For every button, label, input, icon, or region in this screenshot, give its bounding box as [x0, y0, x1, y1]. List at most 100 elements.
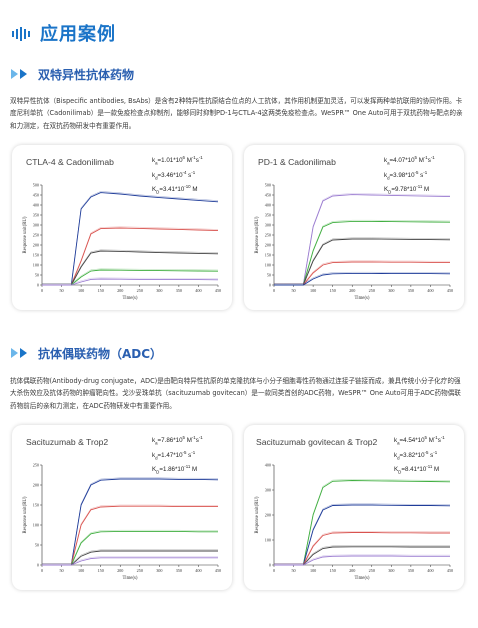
x-tick-label: 450 — [447, 288, 453, 293]
ka-exp: 5 — [182, 435, 185, 440]
x-tick-label: 400 — [427, 288, 433, 293]
x-tick-label: 50 — [59, 288, 63, 293]
x-tick-label: 450 — [215, 288, 221, 293]
y-tick-label: 250 — [33, 233, 39, 238]
ka-unit: M — [426, 437, 434, 445]
kd-unit: s — [186, 171, 192, 179]
chart-title: Sacituzumab & Trop2 — [26, 437, 109, 447]
x-tick-label: 350 — [176, 288, 182, 293]
section2-header: 抗体偶联药物（ADC） — [10, 345, 162, 361]
y-tick-label: 100 — [265, 263, 271, 268]
x-axis-label: Time(s) — [122, 296, 137, 301]
ka-exp: 5 — [424, 435, 427, 440]
y-tick-label: 300 — [33, 223, 39, 228]
x-tick-label: 350 — [408, 288, 414, 293]
x-axis-label: Time(s) — [354, 576, 369, 581]
y-tick-label: 250 — [265, 233, 271, 238]
kd-unit-exp: -1 — [191, 169, 196, 175]
y-tick-label: 350 — [265, 213, 271, 218]
KD-unit: M — [190, 186, 198, 194]
y-tick-label: 50 — [267, 273, 271, 278]
section2-paragraph: 抗体偶联药物(Antibody-drug conjugate，ADC)是由靶向特… — [10, 377, 461, 410]
x-tick-label: 0 — [41, 568, 43, 573]
x-tick-label: 200 — [117, 288, 123, 293]
x-tick-label: 200 — [349, 568, 355, 573]
series-line — [274, 272, 451, 286]
y-tick-label: 150 — [33, 503, 39, 508]
y-tick-label: 0 — [37, 283, 39, 288]
x-tick-label: 350 — [408, 568, 414, 573]
chart-title: PD-1 & Cadonilimab — [258, 157, 336, 167]
y-tick-label: 400 — [33, 203, 39, 208]
ka-unit: M — [416, 157, 424, 165]
series-fit-line — [42, 504, 218, 565]
series-fit-line — [42, 249, 219, 285]
KD-value: 3.41*10 — [162, 186, 185, 194]
ka-exp: 6 — [182, 155, 185, 160]
ka-unit2-exp: -1 — [198, 155, 203, 160]
x-tick-label: 100 — [78, 568, 84, 573]
x-tick-label: 450 — [215, 568, 221, 573]
kd-exp: -5 — [182, 449, 187, 455]
ka-unit-exp: -1 — [423, 155, 428, 160]
y-axis-label: Response unit(RU) — [255, 496, 260, 533]
y-tick-label: 0 — [37, 563, 39, 568]
series-fit-line — [42, 226, 219, 285]
series-fit-line — [42, 477, 219, 565]
KD-unit: M — [432, 466, 440, 474]
series-fit-line — [42, 191, 219, 285]
kd-unit: s — [186, 451, 192, 459]
y-tick-label: 400 — [265, 463, 271, 468]
x-tick-label: 150 — [98, 288, 104, 293]
y-tick-label: 500 — [265, 183, 271, 188]
y-tick-label: 200 — [265, 513, 271, 518]
KD-value: 9.78*10 — [394, 186, 417, 194]
x-tick-label: 300 — [156, 568, 162, 573]
kd-value: 3.82*10 — [403, 451, 425, 459]
x-tick-label: 50 — [291, 568, 295, 573]
x-tick-label: 50 — [59, 568, 63, 573]
ka-unit2: s — [427, 157, 431, 165]
y-axis-label: Response unit(RU) — [23, 216, 28, 253]
ka-exp: 5 — [414, 155, 417, 160]
x-tick-label: 250 — [137, 288, 143, 293]
chart-card-sacituzumab: Sacituzumab & Trop2 ka=7.86*105 M-1s-1 kd=… — [12, 425, 232, 590]
y-tick-label: 100 — [33, 523, 39, 528]
kd-value: 1.47*10 — [161, 451, 183, 459]
kd-exp: -5 — [424, 449, 429, 455]
kinetics-values: ka=7.86*105 M-1s-1 kd=1.47*10-5 s-1 KD=1.8… — [152, 435, 203, 475]
series-fit-line — [42, 277, 219, 285]
kd-unit-exp: -1 — [433, 449, 438, 455]
x-tick-label: 400 — [195, 568, 201, 573]
x-tick-label: 300 — [388, 288, 394, 293]
ka-unit2: s — [195, 437, 199, 445]
kd-exp: -5 — [414, 169, 419, 175]
y-tick-label: 450 — [265, 193, 271, 198]
series-line — [42, 478, 219, 566]
KD-value: 1.86*10 — [162, 466, 185, 474]
KD-exp: -10 — [184, 184, 191, 190]
KD-exp: -11 — [416, 184, 423, 190]
kd-unit-exp: -1 — [423, 169, 428, 175]
y-tick-label: 400 — [265, 203, 271, 208]
series-fit-line — [42, 549, 218, 565]
series-line — [274, 532, 450, 566]
y-tick-label: 150 — [33, 253, 39, 258]
series-fit-line — [274, 271, 451, 285]
x-tick-label: 400 — [427, 568, 433, 573]
axis-lines — [273, 185, 450, 286]
y-tick-label: 100 — [265, 538, 271, 543]
ka-unit-exp: -1 — [433, 435, 438, 440]
series-line — [42, 530, 218, 566]
series-fit-line — [274, 503, 451, 565]
ka-value: 1.01*10 — [161, 157, 183, 165]
y-tick-label: 0 — [269, 283, 271, 288]
y-tick-label: 200 — [265, 243, 271, 248]
ka-unit2-exp: -1 — [440, 435, 445, 440]
series-fit-line — [274, 479, 451, 565]
x-tick-label: 150 — [330, 568, 336, 573]
KD-value: 8.41*10 — [404, 466, 427, 474]
KD-unit: M — [422, 186, 430, 194]
series-line — [274, 220, 451, 286]
x-tick-label: 400 — [195, 288, 201, 293]
